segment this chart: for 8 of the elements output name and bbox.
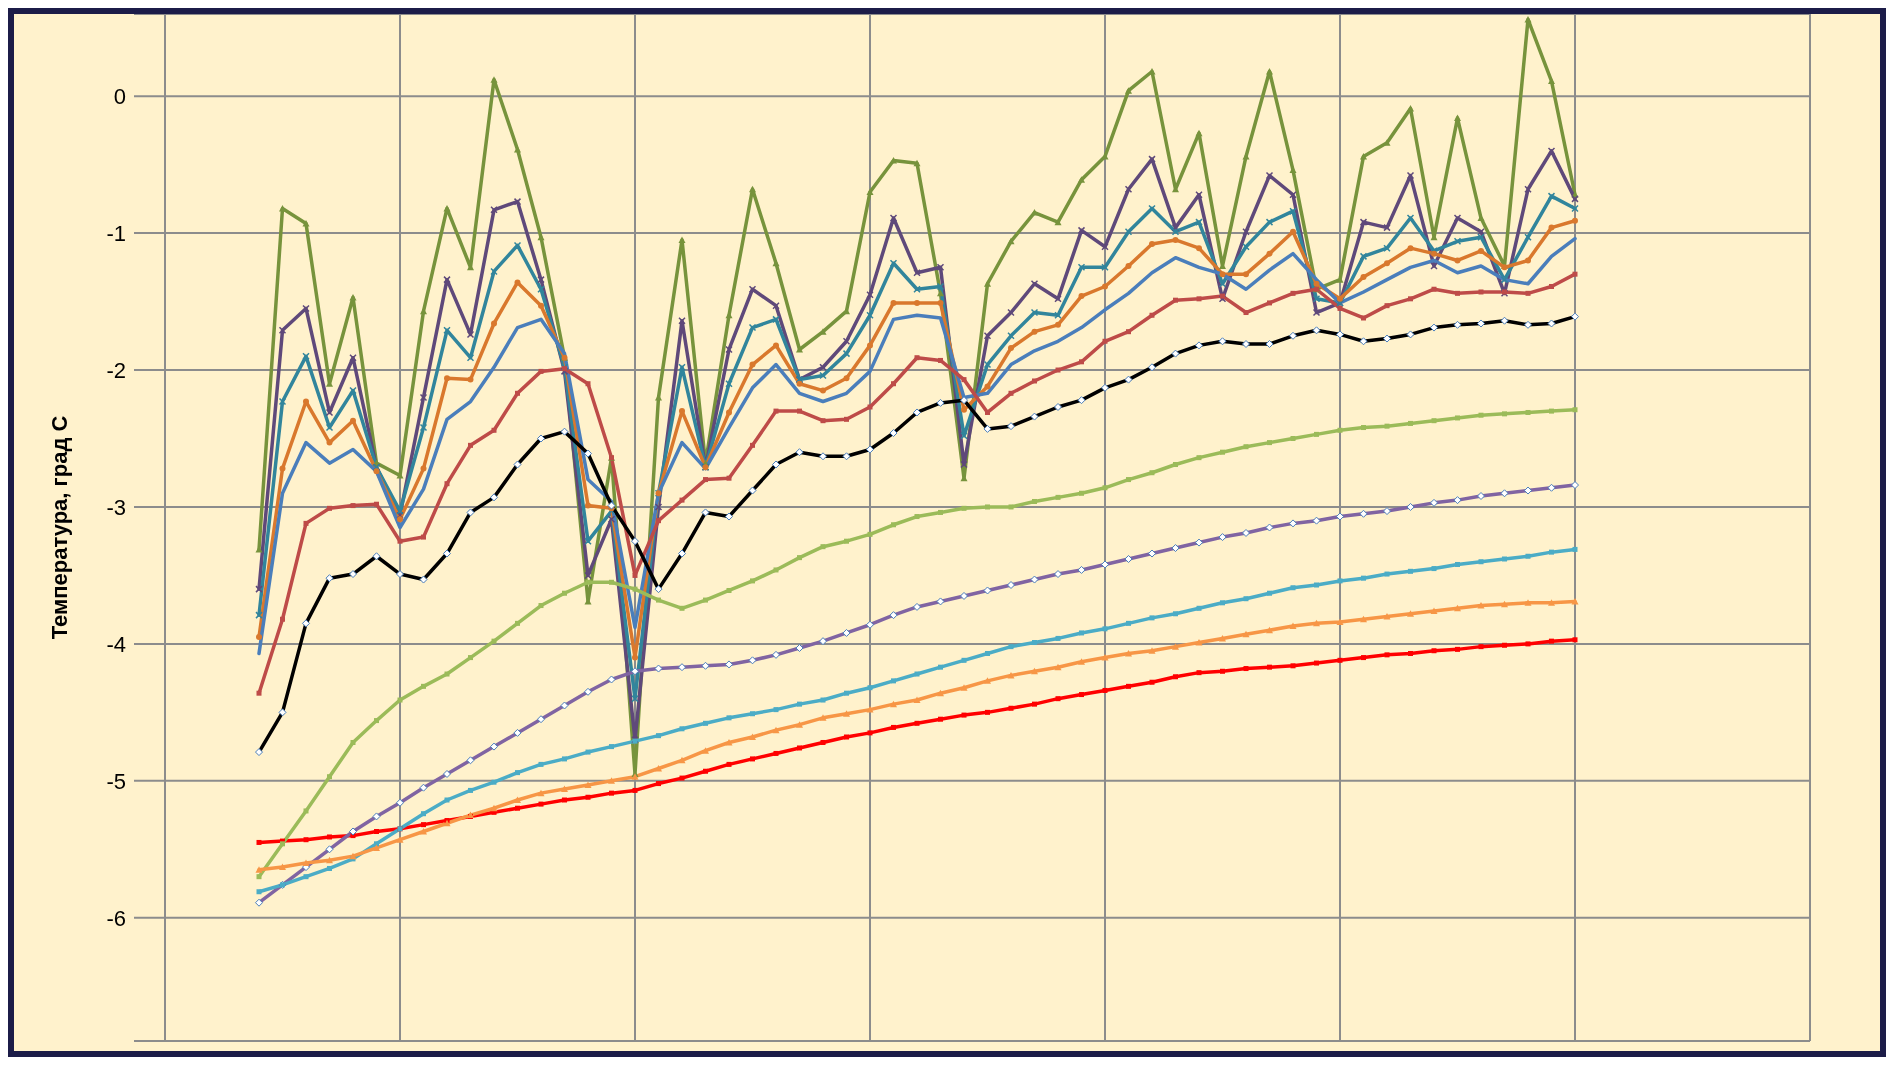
y-tick-label: -3: [106, 494, 126, 520]
y-tick-label: -1: [106, 220, 126, 246]
y-tick-label: -5: [106, 768, 126, 794]
y-tick-label: -4: [106, 631, 126, 657]
y-axis-title: Температура, град С: [46, 415, 72, 640]
y-tick-label: -2: [106, 357, 126, 383]
y-tick-label: -6: [106, 905, 126, 931]
y-tick-label: 0: [113, 83, 126, 109]
